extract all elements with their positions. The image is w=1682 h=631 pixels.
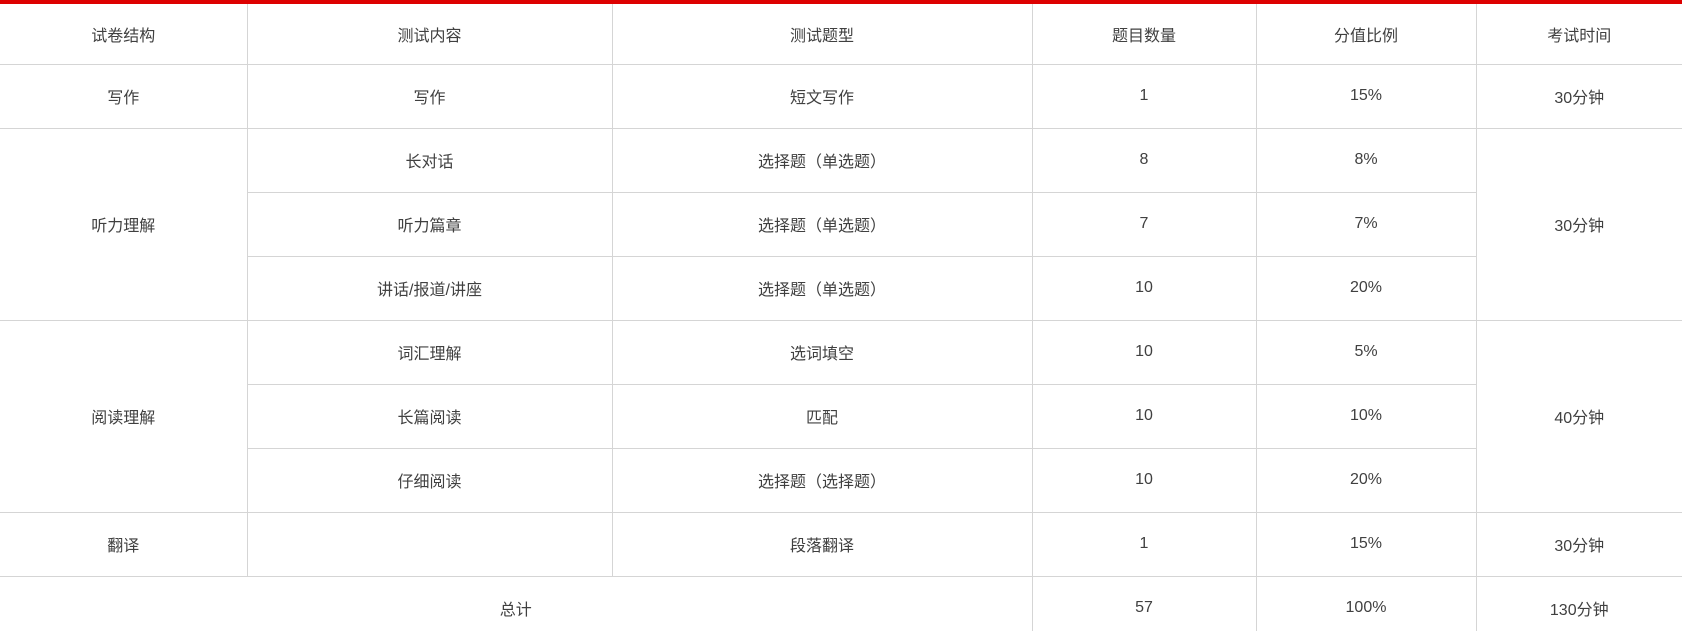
cell-translation-count: 1 bbox=[1031, 511, 1257, 577]
header-cell-count: 题目数量 bbox=[1031, 4, 1257, 65]
cell-total-time: 130分钟 bbox=[1475, 575, 1682, 631]
cell-total-label: 总计 bbox=[0, 575, 1033, 631]
cell-listening-talks-type: 选择题（单选题） bbox=[611, 255, 1033, 321]
cell-listening-talks-ratio: 20% bbox=[1255, 255, 1477, 321]
cell-listening-passages-content: 听力篇章 bbox=[246, 191, 613, 257]
cell-reading-structure: 阅读理解 bbox=[0, 319, 248, 513]
row-listening-talks: 讲话/报道/讲座 选择题（单选题） 10 20% bbox=[0, 255, 1682, 321]
header-cell-type: 测试题型 bbox=[611, 4, 1033, 65]
cell-reading-vocabulary-ratio: 5% bbox=[1255, 319, 1477, 385]
cell-writing-content: 写作 bbox=[246, 63, 613, 129]
cell-listening-passages-type: 选择题（单选题） bbox=[611, 191, 1033, 257]
cell-translation-type: 段落翻译 bbox=[611, 511, 1033, 577]
row-reading-careful-reading: 仔细阅读 选择题（选择题） 10 20% bbox=[0, 447, 1682, 513]
cell-reading-vocabulary-type: 选词填空 bbox=[611, 319, 1033, 385]
row-reading-long-reading: 长篇阅读 匹配 10 10% bbox=[0, 383, 1682, 449]
header-cell-ratio: 分值比例 bbox=[1255, 4, 1477, 65]
cell-reading-careful-reading-type: 选择题（选择题） bbox=[611, 447, 1033, 513]
cell-reading-vocabulary-content: 词汇理解 bbox=[246, 319, 613, 385]
cell-listening-long-conversation-ratio: 8% bbox=[1255, 127, 1477, 193]
row-listening-long-conversation: 听力理解 长对话 选择题（单选题） 8 8% 30分钟 bbox=[0, 127, 1682, 321]
cell-total-count: 57 bbox=[1031, 575, 1257, 631]
cell-translation-time: 30分钟 bbox=[1475, 511, 1682, 577]
cell-writing-structure: 写作 bbox=[0, 63, 248, 129]
cell-reading-long-reading-content: 长篇阅读 bbox=[246, 383, 613, 449]
cell-listening-structure: 听力理解 bbox=[0, 127, 248, 321]
cell-reading-long-reading-ratio: 10% bbox=[1255, 383, 1477, 449]
row-total: 总计 57 100% 130分钟 bbox=[0, 575, 1682, 631]
cell-translation-structure: 翻译 bbox=[0, 511, 248, 577]
row-writing: 写作 写作 短文写作 1 15% 30分钟 bbox=[0, 63, 1682, 129]
cell-reading-long-reading-count: 10 bbox=[1031, 383, 1257, 449]
cell-reading-careful-reading-ratio: 20% bbox=[1255, 447, 1477, 513]
cell-reading-long-reading-type: 匹配 bbox=[611, 383, 1033, 449]
cell-total-ratio: 100% bbox=[1255, 575, 1477, 631]
cell-reading-careful-reading-content: 仔细阅读 bbox=[246, 447, 613, 513]
row-reading-vocabulary: 阅读理解 词汇理解 选词填空 10 5% 40分钟 bbox=[0, 319, 1682, 513]
cell-listening-passages-count: 7 bbox=[1031, 191, 1257, 257]
cell-translation-content bbox=[246, 511, 613, 577]
cell-listening-long-conversation-content: 长对话 bbox=[246, 127, 613, 193]
header-cell-time: 考试时间 bbox=[1475, 4, 1682, 65]
cell-writing-ratio: 15% bbox=[1255, 63, 1477, 129]
cell-listening-talks-count: 10 bbox=[1031, 255, 1257, 321]
cell-listening-time: 30分钟 bbox=[1475, 127, 1682, 321]
exam-structure-table: 试卷结构 测试内容 测试题型 题目数量 分值比例 考试时间 写作 写作 短文写作… bbox=[0, 4, 1682, 631]
cell-listening-talks-content: 讲话/报道/讲座 bbox=[246, 255, 613, 321]
cell-listening-passages-ratio: 7% bbox=[1255, 191, 1477, 257]
cell-translation-ratio: 15% bbox=[1255, 511, 1477, 577]
header-cell-structure: 试卷结构 bbox=[0, 4, 248, 65]
cell-writing-type: 短文写作 bbox=[611, 63, 1033, 129]
cell-writing-count: 1 bbox=[1031, 63, 1257, 129]
cell-reading-vocabulary-count: 10 bbox=[1031, 319, 1257, 385]
cell-reading-time: 40分钟 bbox=[1475, 319, 1682, 513]
top-accent-bar bbox=[0, 0, 1682, 4]
cell-listening-long-conversation-count: 8 bbox=[1031, 127, 1257, 193]
cell-listening-long-conversation-type: 选择题（单选题） bbox=[611, 127, 1033, 193]
header-row: 试卷结构 测试内容 测试题型 题目数量 分值比例 考试时间 bbox=[0, 4, 1682, 65]
row-translation: 翻译 段落翻译 1 15% 30分钟 bbox=[0, 511, 1682, 577]
row-listening-passages: 听力篇章 选择题（单选题） 7 7% bbox=[0, 191, 1682, 257]
cell-reading-careful-reading-count: 10 bbox=[1031, 447, 1257, 513]
header-cell-content: 测试内容 bbox=[246, 4, 613, 65]
cell-writing-time: 30分钟 bbox=[1475, 63, 1682, 129]
